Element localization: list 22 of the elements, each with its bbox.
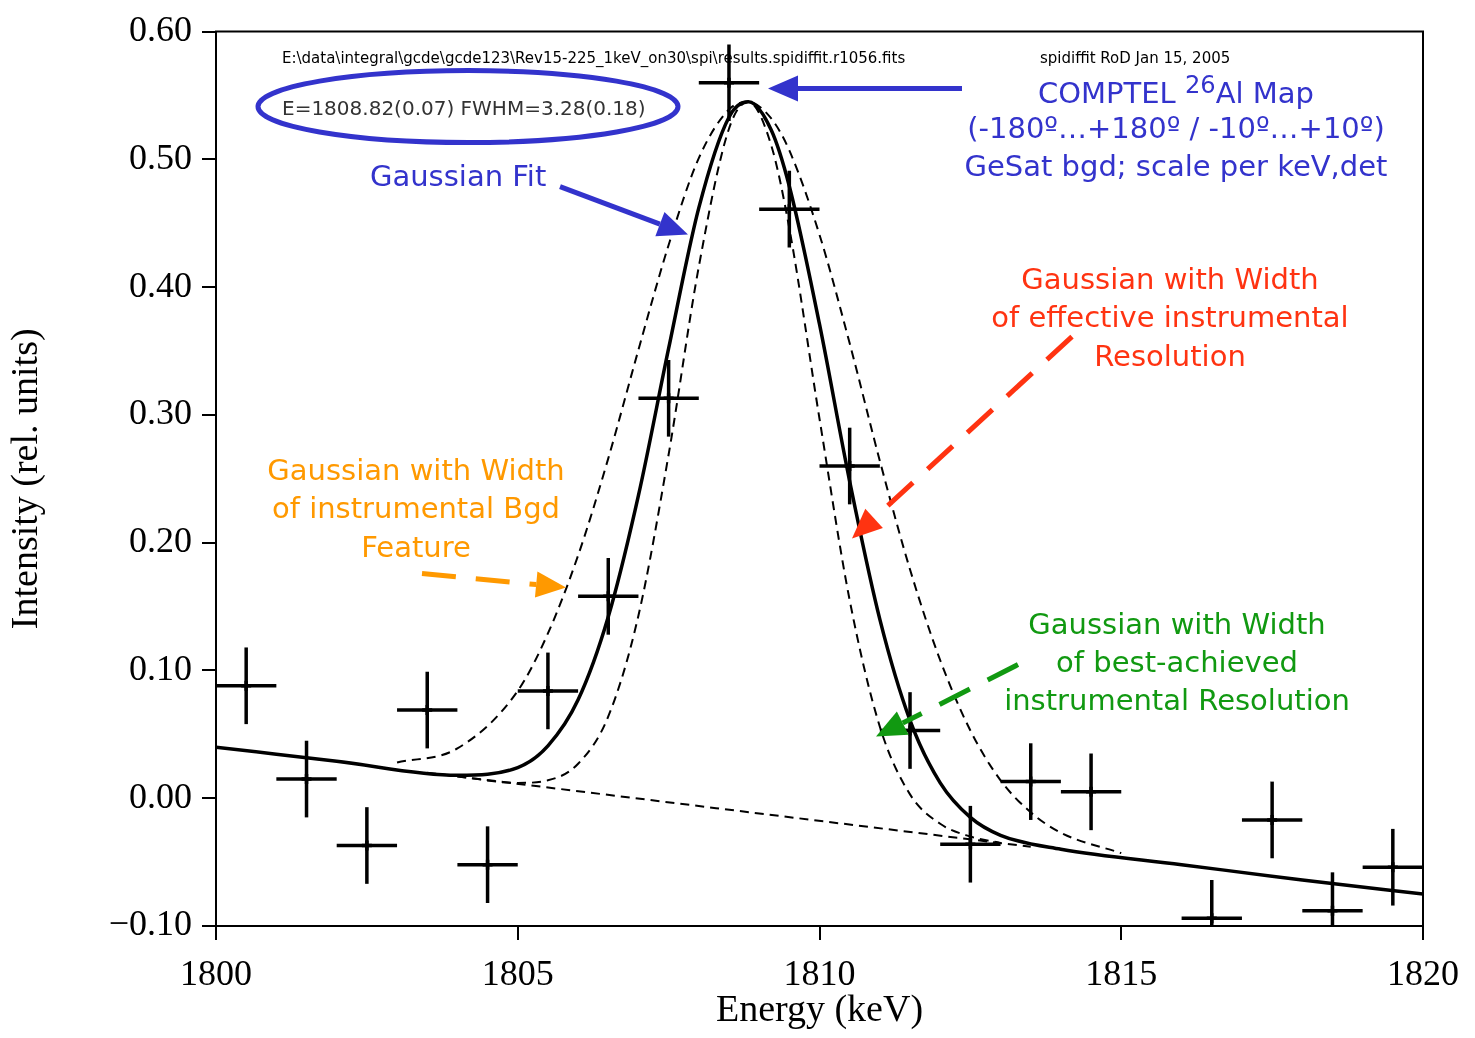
y-tick-label: 0.30 [129,392,192,433]
y-tick-label: 0.40 [129,264,192,305]
annotation: GeSat bgd; scale per keV,det [964,148,1388,183]
x-tick-label: 1815 [1085,953,1158,994]
y-tick-label: 0.60 [129,9,192,50]
annotation: (-180º…+180º / -10º…+10º) [967,110,1385,145]
annotation: Gaussian with Width of best-achieved instrumental Resolution [1004,606,1350,717]
annotation: Gaussian Fit [370,158,547,193]
annotation: Gaussian with Width of instrumental Bgd Feature [267,452,565,564]
x-tick-label: 1800 [180,953,252,994]
y-axis-title: Intensity (rel. units) [2,328,46,630]
y-tick-label: 0.50 [129,136,192,177]
x-tick-label: 1820 [1387,953,1459,994]
annotation: Gaussian with Width of effective instrumental Resolution [991,261,1349,373]
annotation: E=1808.82(0.07) FWHM=3.28(0.18) [282,95,646,120]
annotation: COMPTEL $^{26}$Al Map [1037,70,1315,110]
annotation: spidiffit RoD Jan 15, 2005 [1040,48,1231,67]
y-tick-label: 0.20 [129,520,192,561]
y-tick-label: 0.00 [129,775,192,816]
y-tick-label: 0.10 [129,647,192,688]
y-tick-label: −0.10 [108,903,192,944]
x-tick-label: 1805 [481,953,554,994]
